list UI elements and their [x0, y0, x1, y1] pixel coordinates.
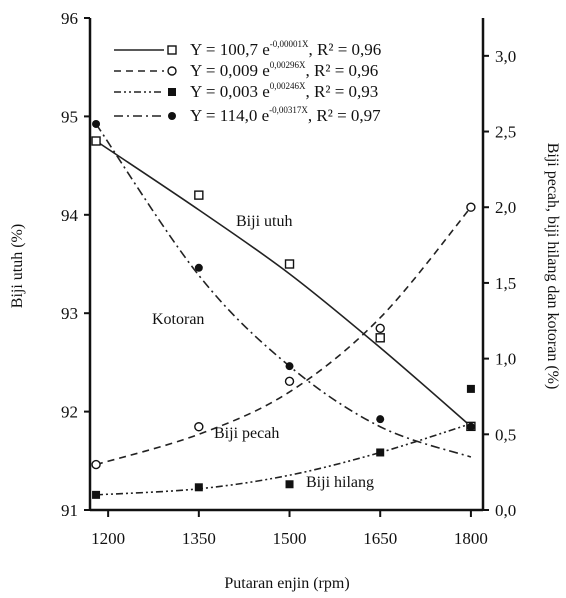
data-point-biji-utuh	[375, 333, 385, 343]
y-right-tick-label: 2,5	[495, 123, 516, 142]
fit-curves	[95, 123, 472, 496]
curve-label-biji-hilang: Biji hilang	[306, 474, 374, 491]
curve-label-biji-utuh: Biji utuh	[236, 213, 292, 230]
data-point-kotoran	[194, 263, 203, 272]
data-point-kotoran	[92, 119, 101, 128]
y-left-tick-label: 92	[61, 403, 78, 422]
y-right-tick-label: 0,0	[495, 501, 516, 520]
data-point-kotoran	[376, 415, 385, 424]
data-point-biji-pecah	[91, 459, 101, 470]
data-point-biji-utuh	[194, 190, 204, 200]
fit-line-biji-utuh	[95, 140, 472, 427]
legend-marker-biji-pecah	[167, 66, 177, 76]
legend-marker-biji-utuh	[167, 45, 177, 55]
data-point-biji-hilang	[92, 490, 101, 499]
legend-equation: Y = 100,7 e-0,00001X, R² = 0,96	[190, 39, 381, 59]
y-left-tick-label: 93	[61, 304, 78, 323]
data-point-biji-pecah	[466, 202, 476, 212]
y-right-tick-label: 1,0	[495, 350, 516, 369]
fit-line-kotoran	[95, 123, 472, 458]
curve-label-biji-pecah: Biji pecah	[214, 425, 279, 442]
data-point-biji-pecah	[194, 422, 204, 432]
fit-line-biji-hilang	[95, 422, 472, 496]
x-tick-label: 1200	[91, 529, 125, 548]
data-point-biji-pecah	[284, 376, 295, 387]
x-tick-label: 1650	[363, 529, 397, 548]
y-left-tick-label: 94	[61, 206, 79, 225]
legend-marker-kotoran	[168, 112, 176, 120]
y-right-tick-label: 0,5	[495, 425, 516, 444]
y-right-tick-label: 1,5	[495, 274, 516, 293]
legend-equation: Y = 114,0 e-0,00317X, R² = 0,97	[190, 105, 381, 125]
y-left-tick-label: 95	[61, 107, 78, 126]
axis-ticks: 1200 1350 1500 1650 1800 91 92 93 94 95 96 0,0 0,5 1,…	[61, 9, 516, 548]
x-axis-title: Putaran enjin (rpm)	[224, 575, 349, 592]
x-tick-label: 1800	[454, 529, 488, 548]
data-point-biji-utuh	[284, 259, 295, 269]
data-point-biji-utuh	[91, 136, 101, 146]
data-point-kotoran	[466, 422, 475, 431]
data-point-biji-hilang	[376, 448, 385, 457]
y-left-tick-label: 96	[61, 9, 78, 28]
x-tick-label: 1500	[273, 529, 307, 548]
y-right-tick-label: 3,0	[495, 47, 516, 66]
legend-marker-biji-hilang	[168, 88, 176, 96]
data-point-biji-hilang	[194, 483, 203, 492]
y-left-tick-label: 91	[61, 501, 78, 520]
y-axis-title-right: Biji pecah, biji hilang dan kotoran (%)	[544, 143, 561, 390]
plot-frame	[88, 18, 485, 512]
data-point-biji-hilang	[285, 480, 294, 489]
curve-label-kotoran: Kotoran	[152, 311, 204, 328]
data-point-biji-pecah	[375, 323, 385, 334]
data-point-kotoran	[285, 362, 294, 371]
legend-equation: Y = 0,003 e0,00246X, R² = 0,93	[190, 81, 378, 101]
data-point-biji-hilang	[466, 384, 475, 393]
y-right-tick-label: 2,0	[495, 198, 516, 217]
legend-equation: Y = 0,009 e0,00296X, R² = 0,96	[190, 60, 378, 80]
y-axis-title-left: Biji utuh (%)	[9, 224, 26, 308]
fit-line-biji-pecah	[95, 206, 472, 466]
data-markers	[91, 119, 476, 499]
curve-annotations: Biji utuh Kotoran Biji pecah Biji hilang	[152, 213, 374, 491]
legend: Y = 100,7 e-0,00001X, R² = 0,96Y = 0,009…	[114, 39, 381, 125]
x-tick-label: 1350	[182, 529, 216, 548]
